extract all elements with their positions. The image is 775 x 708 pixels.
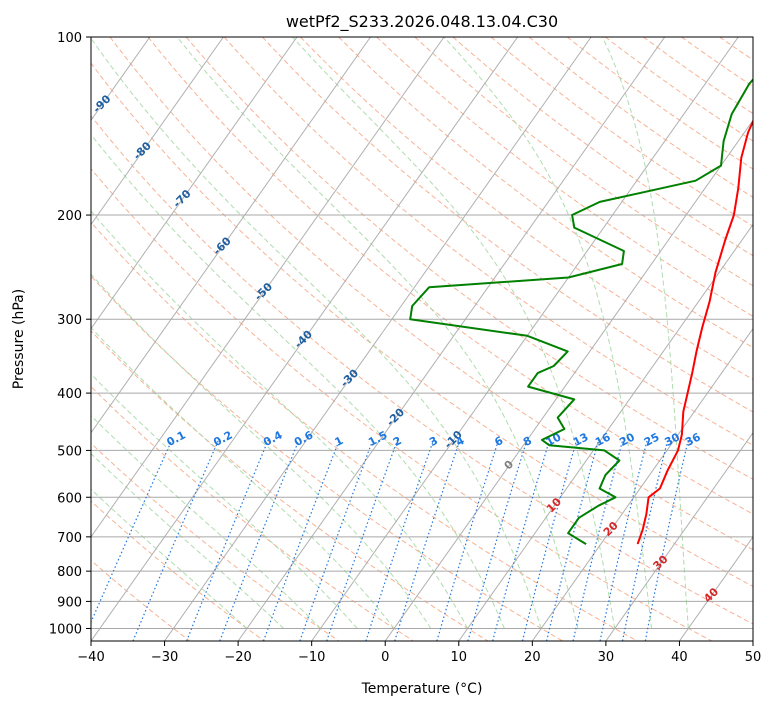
mixing-ratio-line <box>132 439 220 641</box>
isotherm-line <box>91 37 371 434</box>
mixing-ratio-label: 13 <box>571 430 591 449</box>
chart-title: wetPf2_S233.2026.048.13.04.C30 <box>286 12 558 32</box>
dry-adiabats <box>91 37 753 641</box>
dry-adiabat-line <box>91 330 489 641</box>
moist-adiabat-line <box>91 210 469 629</box>
x-tick-label: 20 <box>524 650 541 665</box>
y-axis-label: Pressure (hPa) <box>11 289 27 389</box>
isotherm-line <box>311 37 739 641</box>
mixing-ratio-lines <box>91 439 689 641</box>
isotherm-line <box>91 37 298 330</box>
y-tick-label: 700 <box>57 531 82 546</box>
mixing-ratio-line <box>492 439 551 641</box>
mixing-ratio-line <box>91 439 173 624</box>
x-tick-label: 50 <box>745 650 762 665</box>
moist-adiabat-line <box>91 273 432 629</box>
y-axis-ticks: 100 200 300 400 500 600 700 800 900 1000 <box>49 31 91 637</box>
mixing-ratio-line <box>644 439 689 641</box>
dry-adiabat-line <box>490 37 753 227</box>
plot-frame <box>90 36 754 642</box>
x-tick-label: 30 <box>598 650 615 665</box>
mixing-ratio-label: 36 <box>683 430 703 449</box>
skewed-isotherms <box>91 37 753 641</box>
moist-adiabats <box>91 37 689 629</box>
x-axis-ticks: −40 −30 −20 −10 0 10 20 30 40 50 <box>77 641 761 665</box>
dry-adiabat-line <box>376 37 753 317</box>
x-tick-label: −30 <box>151 650 178 665</box>
dry-adiabat-line <box>414 37 753 287</box>
moist-adiabat-line <box>292 37 616 629</box>
x-tick-label: 40 <box>671 650 688 665</box>
y-tick-label: 100 <box>57 31 82 46</box>
isotherm-line <box>605 431 753 641</box>
mixing-ratio-line <box>262 439 340 641</box>
dewpoint-profile-line <box>409 78 753 545</box>
dry-adiabat-line <box>147 37 753 515</box>
mixing-ratio-line <box>394 439 461 641</box>
isotherm-line <box>91 37 224 226</box>
x-axis-label: Temperature (°C) <box>361 681 483 697</box>
mixing-ratio-line <box>436 439 500 641</box>
x-tick-label: −10 <box>298 650 325 665</box>
dry-adiabat-line <box>300 37 753 381</box>
profile-series <box>409 78 753 545</box>
isotherm-line <box>164 37 592 641</box>
dry-adiabat-line <box>91 115 753 625</box>
mixing-ratio-label: 25 <box>642 430 662 449</box>
dry-adiabat-line <box>109 37 753 551</box>
pressure-gridlines <box>91 37 753 629</box>
x-tick-label: −40 <box>77 650 104 665</box>
mixing-ratio-line <box>546 439 600 641</box>
temperature-profile-line <box>636 118 753 545</box>
moist-adiabat-line <box>91 133 505 629</box>
isotherm-line <box>384 119 753 641</box>
y-tick-label: 400 <box>57 387 82 402</box>
dry-adiabat-line <box>566 37 753 170</box>
dry-adiabat-line <box>91 275 563 641</box>
mixing-ratio-label: 30 <box>662 430 682 449</box>
isotherm-line <box>531 327 753 641</box>
dry-adiabat-line <box>185 37 753 480</box>
mixing-ratio-line <box>467 439 528 641</box>
mixing-ratio-line <box>521 439 578 641</box>
mixing-ratio-line <box>299 439 374 641</box>
moist-adiabat-line <box>602 37 689 629</box>
x-tick-label: 10 <box>451 650 468 665</box>
isotherm-line <box>679 535 753 641</box>
isotherm-line <box>91 37 445 538</box>
y-tick-label: 600 <box>57 491 82 506</box>
y-tick-label: 200 <box>57 209 82 224</box>
moist-adiabat-line <box>176 37 579 629</box>
y-tick-label: 800 <box>57 565 82 580</box>
mixing-ratio-label: 20 <box>617 430 637 449</box>
dry-adiabat-line <box>91 221 638 641</box>
dry-adiabat-line <box>91 168 713 641</box>
mixing-ratio-line <box>599 439 648 641</box>
y-tick-label: 900 <box>57 595 82 610</box>
mixing-ratio-line <box>622 439 669 641</box>
y-tick-label: 1000 <box>49 622 82 637</box>
isotherm-line <box>458 223 753 641</box>
dry-adiabat-line <box>91 385 414 641</box>
mixing-ratio-label: 16 <box>593 430 613 449</box>
plot-area: -100-90-80-70-60-50-40-30-20-10010203040… <box>91 37 753 641</box>
moist-adiabat-line <box>91 373 358 629</box>
dry-adiabat-line <box>452 37 753 257</box>
y-tick-label: 300 <box>57 313 82 328</box>
moist-adiabat-line <box>91 37 542 629</box>
moist-adiabat-line <box>91 414 321 629</box>
x-tick-label: −20 <box>224 650 251 665</box>
dry-adiabat-line <box>91 62 753 587</box>
x-tick-label: 0 <box>381 650 389 665</box>
isotherm-line <box>237 37 666 641</box>
mixing-ratio-line <box>572 439 624 641</box>
y-tick-label: 500 <box>57 444 82 459</box>
isotherm-line <box>91 37 519 641</box>
dry-adiabat-line <box>223 37 753 446</box>
